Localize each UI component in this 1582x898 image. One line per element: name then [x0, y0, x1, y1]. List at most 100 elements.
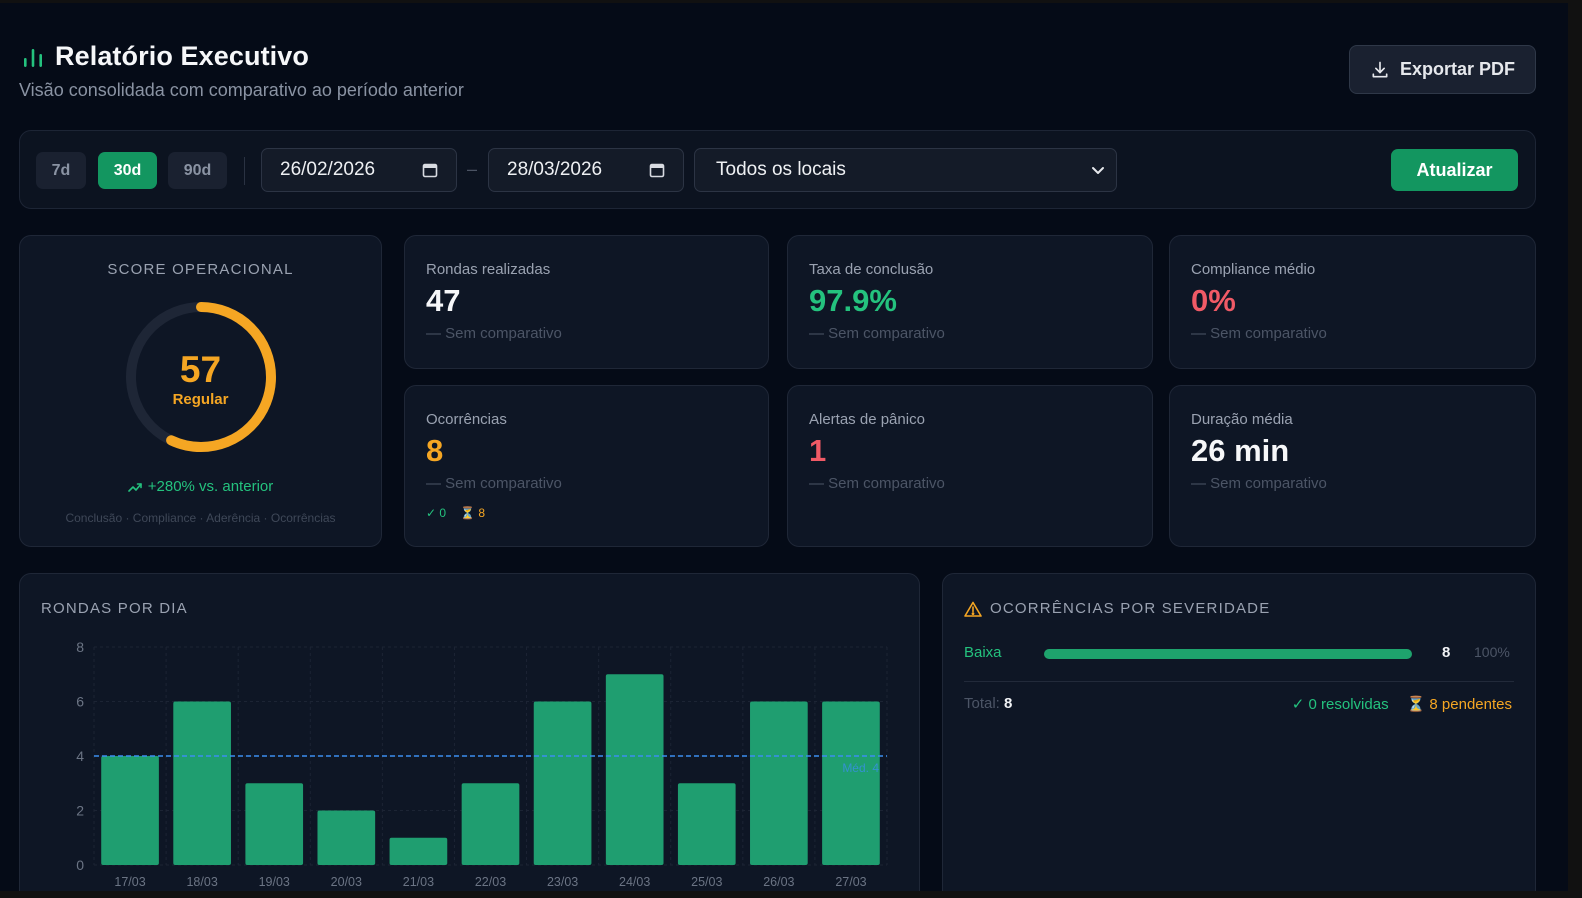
- bar: [677, 783, 736, 865]
- period-90d-button[interactable]: 90d: [168, 152, 227, 189]
- score-trend-text: +280% vs. anterior: [147, 478, 274, 495]
- export-pdf-button[interactable]: Exportar PDF: [1349, 45, 1536, 94]
- x-tick-label: 21/03: [403, 875, 434, 889]
- bar: [389, 837, 448, 865]
- resolved-summary: ✓ 0 resolvidas: [1291, 696, 1389, 713]
- kpi-comparison: — Sem comparativo: [1191, 475, 1327, 492]
- calendar-icon[interactable]: [649, 162, 665, 178]
- score-card: SCORE OPERACIONAL 57 Regular +280% vs. a…: [19, 235, 382, 547]
- bar: [605, 674, 664, 865]
- severity-name: Baixa: [964, 644, 1002, 661]
- bar: [173, 701, 231, 865]
- bar: [822, 701, 880, 865]
- severity-title: OCORRÊNCIAS POR SEVERIDADE: [964, 600, 1270, 617]
- kpi-comparison: — Sem comparativo: [426, 475, 562, 492]
- severity-status-summary: ✓ 0 resolvidas ⏳ 8 pendentes: [1292, 695, 1512, 713]
- page-title: Relatório Executivo: [55, 41, 309, 71]
- bar: [461, 783, 520, 865]
- kpi-comparison: — Sem comparativo: [809, 325, 945, 342]
- severity-title-text: OCORRÊNCIAS POR SEVERIDADE: [990, 600, 1271, 617]
- trending-up-icon: [127, 482, 142, 492]
- kpi-value: 47: [426, 283, 461, 318]
- bar: [101, 756, 159, 865]
- kpi-card-occurrences: Ocorrências 8 — Sem comparativo ✓ 0 ⏳ 8: [404, 385, 769, 547]
- rounds-chart-title: RONDAS POR DIA: [41, 600, 188, 617]
- severity-bar-track: [1044, 649, 1412, 659]
- kpi-value: 8: [426, 433, 444, 468]
- y-tick-label: 0: [76, 857, 84, 873]
- occurrence-status: ✓ 0 ⏳ 8: [426, 506, 485, 520]
- bar: [245, 783, 304, 865]
- kpi-label: Duração média: [1191, 411, 1293, 428]
- rounds-chart-card: RONDAS POR DIA 0 2 4 6 8 17/03 18/03 19/03 20/03…: [19, 573, 920, 891]
- calendar-icon[interactable]: [422, 162, 438, 178]
- score-label: SCORE OPERACIONAL: [107, 261, 294, 278]
- bar-chart-icon: [24, 48, 42, 67]
- x-tick-label: 23/03: [547, 875, 578, 889]
- kpi-card-compliance: Compliance médio 0% — Sem comparativo: [1169, 235, 1536, 369]
- x-tick-label: 24/03: [619, 875, 650, 889]
- kpi-label: Compliance médio: [1191, 261, 1316, 278]
- kpi-value: 0%: [1191, 283, 1236, 318]
- download-icon: [1372, 61, 1388, 77]
- y-tick-label: 8: [76, 639, 84, 655]
- x-tick-label: 25/03: [691, 875, 722, 889]
- kpi-value: 1: [809, 433, 827, 468]
- x-tick-label: 20/03: [331, 875, 362, 889]
- severity-total-value: 8: [1004, 695, 1013, 712]
- x-tick-label: 26/03: [763, 875, 794, 889]
- x-tick-label: 22/03: [475, 875, 506, 889]
- location-select[interactable]: Todos os locais: [694, 148, 1117, 192]
- score-value: 57: [179, 349, 222, 390]
- date-to-input[interactable]: 28/03/2026: [488, 148, 684, 192]
- score-gauge: [126, 302, 276, 452]
- kpi-value: 26 min: [1191, 433, 1290, 468]
- x-tick-label: 19/03: [259, 875, 290, 889]
- refresh-button[interactable]: Atualizar: [1391, 149, 1518, 191]
- kpi-comparison: — Sem comparativo: [809, 475, 945, 492]
- kpi-label: Alertas de pânico: [809, 411, 925, 428]
- x-tick-label: 18/03: [186, 875, 217, 889]
- location-select-value: Todos os locais: [716, 159, 846, 180]
- severity-count: 8: [1442, 644, 1451, 661]
- date-range-separator: –: [467, 159, 478, 179]
- resolved-count: ✓ 0: [426, 506, 447, 520]
- filter-bar: 7d 30d 90d 26/02/2026 – 28/03/2026 Todos…: [19, 130, 1536, 209]
- kpi-label: Ocorrências: [426, 411, 507, 428]
- date-from-input[interactable]: 26/02/2026: [261, 148, 457, 192]
- severity-divider: [964, 681, 1514, 682]
- kpi-card-panic-alerts: Alertas de pânico 1 — Sem comparativo: [787, 385, 1153, 547]
- export-pdf-label: Exportar PDF: [1399, 59, 1516, 79]
- score-trend: +280% vs. anterior: [20, 478, 381, 495]
- kpi-card-completion-rate: Taxa de conclusão 97.9% — Sem comparativ…: [787, 235, 1153, 369]
- date-from-value: 26/02/2026: [280, 159, 376, 180]
- y-tick-label: 2: [76, 803, 84, 819]
- pending-summary: ⏳ 8 pendentes: [1406, 696, 1512, 713]
- period-7d-button[interactable]: 7d: [36, 152, 86, 189]
- average-label: Méd. 4: [842, 761, 879, 775]
- severity-percent: 100%: [1474, 644, 1510, 660]
- severity-card: OCORRÊNCIAS POR SEVERIDADE Baixa 8 100% …: [942, 573, 1536, 891]
- score-components: Conclusão · Compliance · Aderência · Oco…: [65, 511, 336, 525]
- y-tick-label: 6: [76, 694, 84, 710]
- page-subtitle: Visão consolidada com comparativo ao per…: [19, 80, 464, 100]
- kpi-card-rounds: Rondas realizadas 47 — Sem comparativo: [404, 235, 769, 369]
- filter-divider: [244, 157, 245, 185]
- page-header: Relatório Executivo: [21, 41, 309, 72]
- kpi-value: 97.9%: [809, 283, 897, 318]
- x-tick-label: 17/03: [114, 875, 145, 889]
- chevron-down-icon: [1092, 167, 1104, 174]
- kpi-label: Taxa de conclusão: [809, 261, 934, 278]
- period-30d-button[interactable]: 30d: [98, 152, 157, 189]
- x-tick-label: 27/03: [835, 875, 866, 889]
- warning-icon: [964, 601, 982, 617]
- severity-bar-fill: [1044, 649, 1412, 659]
- score-status: Regular: [172, 391, 229, 408]
- kpi-comparison: — Sem comparativo: [426, 325, 562, 342]
- rounds-bar-chart: 0 2 4 6 8 17/03 18/03 19/03 20/03 21/03 22/03 23/03…: [76, 639, 888, 889]
- kpi-label: Rondas realizadas: [426, 261, 551, 278]
- y-tick-label: 4: [76, 748, 84, 764]
- bar: [533, 701, 592, 865]
- report-screen: Relatório Executivo Visão consolidada co…: [0, 3, 1568, 891]
- bar: [750, 701, 808, 865]
